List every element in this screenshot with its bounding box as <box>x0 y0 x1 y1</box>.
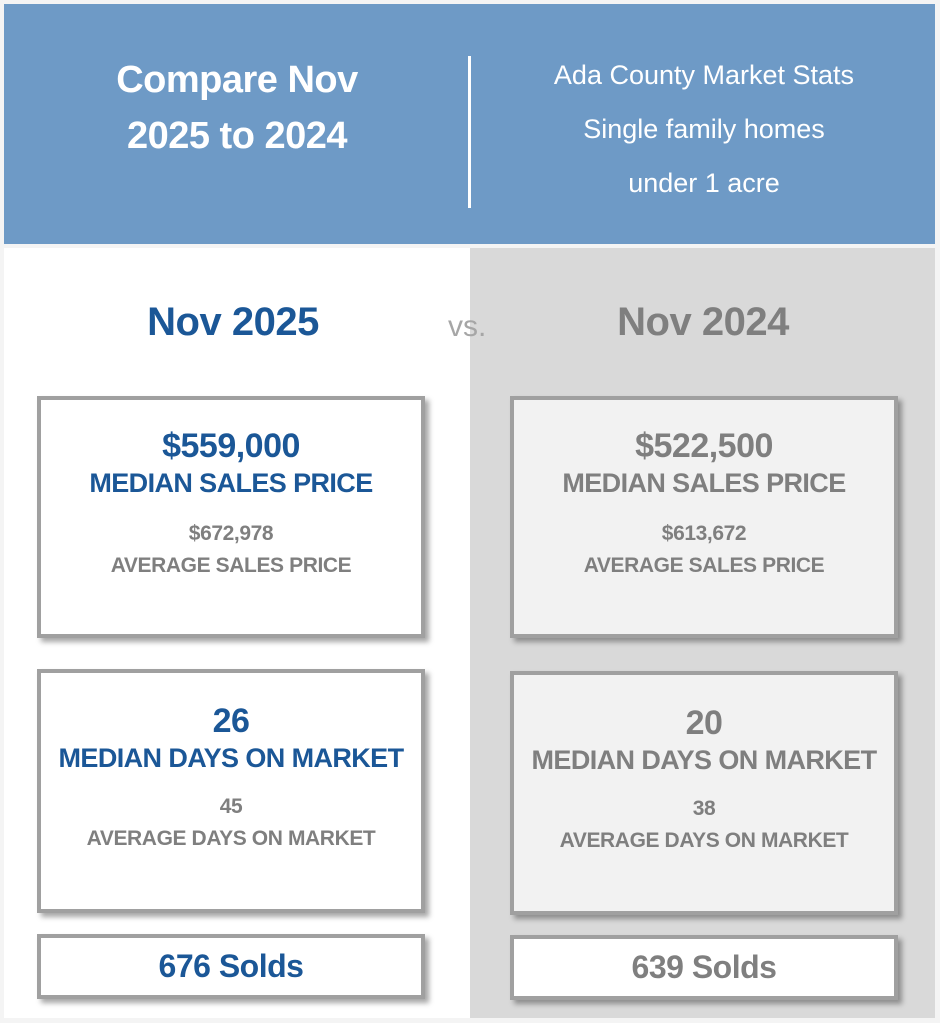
median-price-label: MEDIAN SALES PRICE <box>89 468 373 498</box>
median-dom-value: 20 <box>685 704 723 742</box>
current-solds: 676 Solds <box>37 934 425 999</box>
median-dom-label: MEDIAN DAYS ON MARKET <box>531 745 878 775</box>
header-banner: Compare Nov 2025 to 2024 Ada County Mark… <box>4 4 935 244</box>
prior-solds: 639 Solds <box>510 935 898 1000</box>
avg-dom-label: AVERAGE DAYS ON MARKET <box>86 827 376 850</box>
avg-dom-value: 45 <box>219 795 243 818</box>
avg-price-value: $672,978 <box>188 522 274 545</box>
header-divider <box>468 56 471 208</box>
median-dom-label: MEDIAN DAYS ON MARKET <box>58 743 405 773</box>
median-dom-value: 26 <box>212 702 250 740</box>
page-title: Compare Nov 2025 to 2024 <box>116 59 358 157</box>
median-price-value: $522,500 <box>635 427 773 465</box>
prior-price-card: $522,500 MEDIAN SALES PRICE $613,672 AVE… <box>510 396 898 638</box>
prior-dom-card: 20 MEDIAN DAYS ON MARKET 38 AVERAGE DAYS… <box>510 671 898 915</box>
avg-dom-label: AVERAGE DAYS ON MARKET <box>559 829 849 852</box>
avg-price-value: $613,672 <box>661 522 747 545</box>
avg-price-label: AVERAGE SALES PRICE <box>583 554 825 577</box>
median-price-value: $559,000 <box>162 427 300 465</box>
median-price-label: MEDIAN SALES PRICE <box>562 468 846 498</box>
page-subtitle: Ada County Market Stats Single family ho… <box>553 60 855 198</box>
avg-dom-value: 38 <box>692 797 716 820</box>
vs-label: vs. <box>448 310 487 343</box>
avg-price-label: AVERAGE SALES PRICE <box>110 554 352 577</box>
current-price-card: $559,000 MEDIAN SALES PRICE $672,978 AVE… <box>37 396 425 638</box>
current-dom-card: 26 MEDIAN DAYS ON MARKET 45 AVERAGE DAYS… <box>37 669 425 913</box>
prior-period-title: Nov 2024 <box>617 300 789 344</box>
current-period-title: Nov 2025 <box>147 300 319 344</box>
